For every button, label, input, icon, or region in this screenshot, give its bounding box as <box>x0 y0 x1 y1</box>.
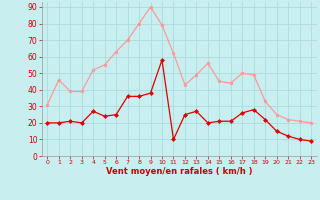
X-axis label: Vent moyen/en rafales ( km/h ): Vent moyen/en rafales ( km/h ) <box>106 167 252 176</box>
